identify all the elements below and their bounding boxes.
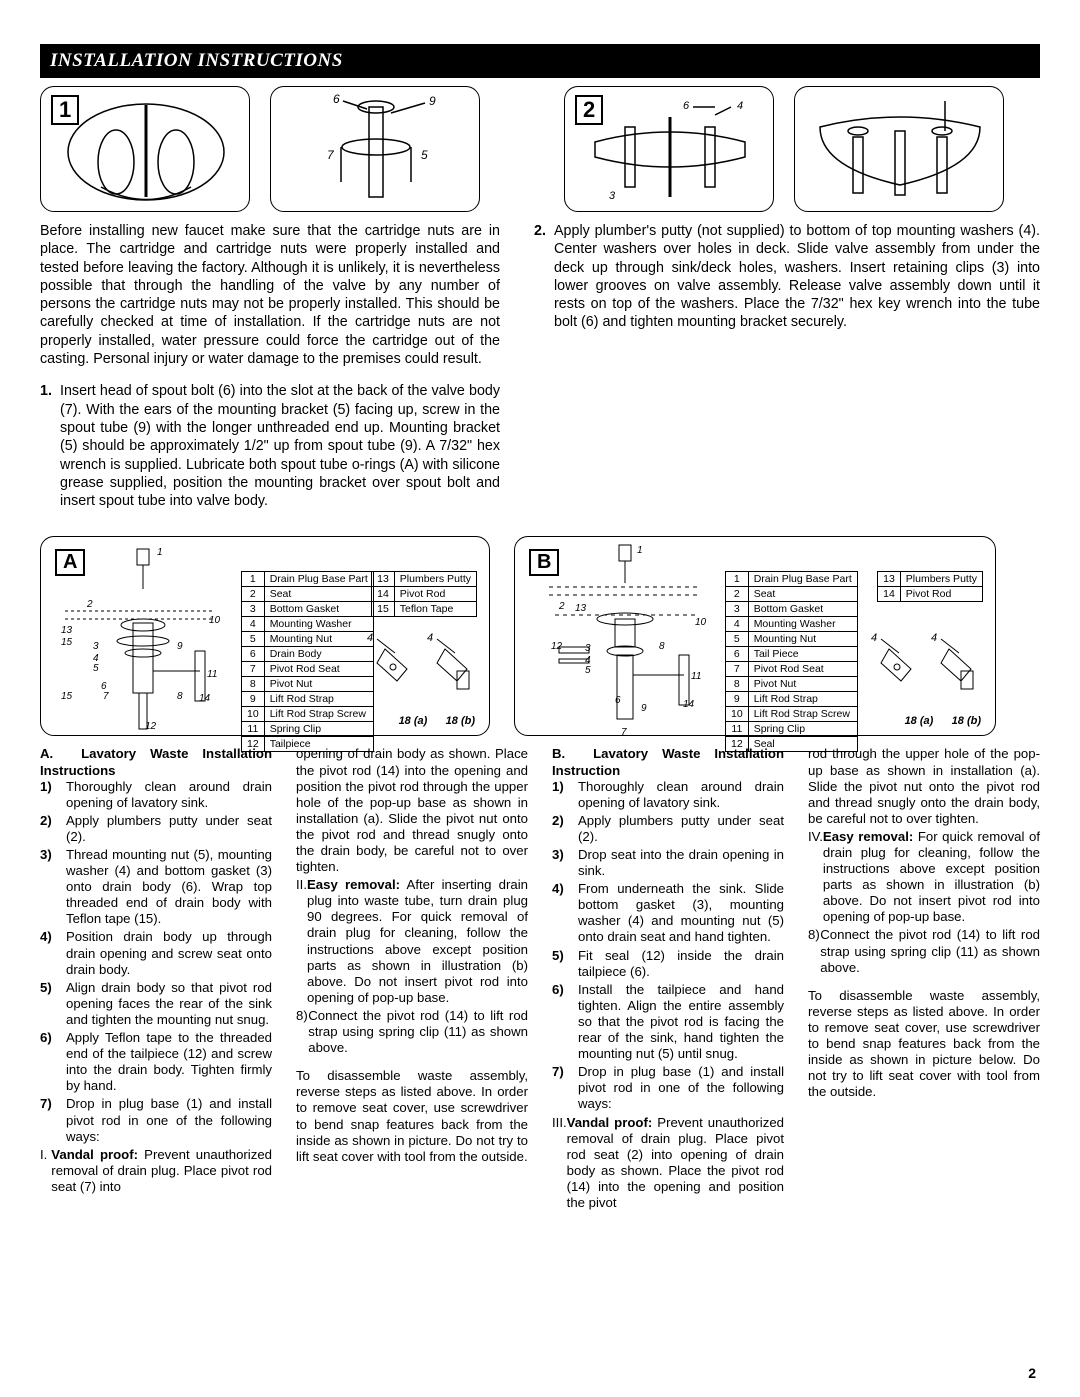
svg-text:13: 13 — [61, 625, 73, 636]
intro-paragraph: Before installing new faucet make sure t… — [40, 222, 500, 368]
svg-text:8: 8 — [659, 641, 665, 652]
instruction-column-b2: rod through the upper hole of the pop-up… — [808, 746, 1040, 1211]
svg-text:3: 3 — [609, 190, 616, 202]
parts-table-a-main: 1Drain Plug Base Part2Seat3Bottom Gasket… — [241, 571, 374, 752]
parts-table-a-extra: 13Plumbers Putty14Pivot Rod15Teflon Tape — [371, 571, 477, 617]
page-number: 2 — [1028, 1365, 1036, 1381]
svg-text:9: 9 — [641, 703, 647, 714]
svg-text:3: 3 — [93, 641, 99, 652]
instruction-column-a2: opening of drain body as shown. Place th… — [296, 746, 528, 1211]
figure-2b — [794, 86, 1004, 212]
instruction-column-b1: B. Lavatory Waste Installation Instructi… — [552, 746, 784, 1211]
svg-text:10: 10 — [209, 615, 221, 626]
svg-text:3: 3 — [585, 643, 591, 654]
svg-text:7: 7 — [327, 148, 335, 162]
svg-text:12: 12 — [551, 641, 563, 652]
svg-text:4: 4 — [367, 632, 373, 644]
svg-text:4: 4 — [871, 632, 877, 644]
svg-text:12: 12 — [145, 721, 157, 731]
svg-text:10: 10 — [695, 617, 707, 628]
svg-text:13: 13 — [575, 603, 587, 614]
svg-text:1: 1 — [157, 547, 163, 558]
step-2-text: Apply plumber's putty (not supplied) to … — [554, 222, 1040, 332]
middle-figures-row: A 1 213 1015 34 59 67 — [40, 536, 1040, 736]
figure-2-label: 2 — [575, 95, 603, 125]
svg-text:6: 6 — [683, 100, 690, 112]
step-1-text: Insert head of spout bolt (6) into the s… — [60, 382, 500, 510]
svg-text:4: 4 — [931, 632, 937, 644]
ab-labels-a: 18 (a) 18 (b) — [399, 715, 475, 727]
figure-a: A 1 213 1015 34 59 67 — [40, 536, 490, 736]
figure-1-label: 1 — [51, 95, 79, 125]
bottom-instructions: A. Lavatory Waste Installation Instructi… — [40, 746, 1040, 1211]
svg-text:7: 7 — [103, 691, 109, 702]
svg-text:2: 2 — [558, 601, 565, 612]
svg-text:2: 2 — [86, 599, 93, 610]
svg-text:5: 5 — [93, 663, 99, 674]
svg-text:4: 4 — [427, 632, 433, 644]
figure-1b: 6 9 7 5 — [270, 86, 480, 212]
instruction-column-a1: A. Lavatory Waste Installation Instructi… — [40, 746, 272, 1211]
parts-table-b-main: 1Drain Plug Base Part2Seat3Bottom Gasket… — [725, 571, 858, 752]
top-figures-row: 1 6 9 7 5 — [40, 86, 1040, 212]
svg-text:6: 6 — [615, 695, 621, 706]
svg-text:11: 11 — [207, 669, 217, 680]
section-header: INSTALLATION INSTRUCTIONS — [40, 44, 1040, 78]
svg-text:14: 14 — [199, 693, 211, 704]
svg-text:5: 5 — [585, 665, 591, 676]
step-1-number: 1. — [40, 382, 60, 510]
figure-1a: 1 — [40, 86, 250, 212]
figure-2a: 2 3 6 4 — [564, 86, 774, 212]
figure-b: B 1 213 10 123 45 — [514, 536, 996, 736]
svg-text:5: 5 — [421, 148, 428, 162]
intro-columns: Before installing new faucet make sure t… — [40, 222, 1040, 510]
svg-text:8: 8 — [177, 691, 183, 702]
svg-text:6: 6 — [333, 92, 340, 106]
parts-table-b-extra: 13Plumbers Putty14Pivot Rod — [877, 571, 983, 602]
ab-labels-b: 18 (a) 18 (b) — [905, 715, 981, 727]
svg-text:1: 1 — [637, 545, 643, 556]
svg-text:15: 15 — [61, 691, 73, 702]
svg-text:9: 9 — [177, 641, 183, 652]
step-2-number: 2. — [534, 222, 554, 332]
svg-text:11: 11 — [691, 671, 701, 682]
svg-text:7: 7 — [621, 727, 627, 738]
svg-text:4: 4 — [737, 100, 743, 112]
svg-text:14: 14 — [683, 699, 695, 710]
svg-text:15: 15 — [61, 637, 73, 648]
svg-text:9: 9 — [429, 94, 436, 108]
